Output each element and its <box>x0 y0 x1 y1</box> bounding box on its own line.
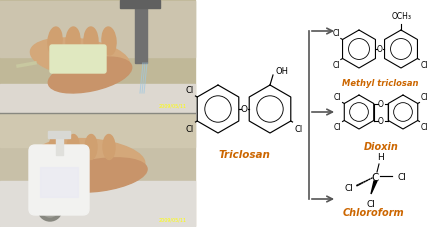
Text: Cl: Cl <box>421 123 428 132</box>
Bar <box>56 135 63 155</box>
Ellipse shape <box>53 158 147 192</box>
Bar <box>0 114 195 226</box>
Ellipse shape <box>66 28 80 56</box>
Ellipse shape <box>48 28 62 56</box>
Text: Cl: Cl <box>397 172 406 181</box>
Bar <box>40 167 78 197</box>
Text: Cl: Cl <box>332 61 340 70</box>
Text: Dioxin: Dioxin <box>364 141 398 151</box>
Text: Cl: Cl <box>344 184 353 193</box>
Bar <box>0 1 195 113</box>
Polygon shape <box>371 181 377 194</box>
Bar <box>48 131 70 138</box>
Bar <box>120 1 160 9</box>
Text: O: O <box>240 105 247 114</box>
Text: Cl: Cl <box>334 123 342 132</box>
FancyBboxPatch shape <box>29 145 89 215</box>
Text: Cl: Cl <box>185 124 194 133</box>
Ellipse shape <box>67 135 79 160</box>
Bar <box>0 2 195 58</box>
Text: Triclosan: Triclosan <box>218 149 270 159</box>
Bar <box>135 4 147 64</box>
Text: Cl: Cl <box>332 29 340 38</box>
Text: Cl: Cl <box>295 124 303 133</box>
Text: Cl: Cl <box>421 93 428 102</box>
Text: Cl: Cl <box>420 61 428 70</box>
Text: OCH₃: OCH₃ <box>392 12 412 21</box>
Ellipse shape <box>49 135 61 160</box>
Bar <box>0 114 195 147</box>
Ellipse shape <box>35 139 145 180</box>
Text: Methyl triclosan: Methyl triclosan <box>342 79 418 88</box>
Text: O: O <box>377 45 383 54</box>
Text: Cl: Cl <box>334 93 342 102</box>
Circle shape <box>38 197 62 221</box>
Ellipse shape <box>103 135 115 160</box>
Ellipse shape <box>84 28 98 56</box>
Text: Cl: Cl <box>185 86 194 95</box>
Ellipse shape <box>102 28 116 56</box>
Ellipse shape <box>30 39 129 79</box>
Ellipse shape <box>85 135 97 160</box>
Text: 2009/05/11: 2009/05/11 <box>159 104 187 109</box>
Text: OH: OH <box>275 67 288 76</box>
Bar <box>0 85 195 113</box>
Bar <box>0 181 195 226</box>
Text: Chloroform: Chloroform <box>342 207 404 217</box>
Text: O: O <box>378 100 384 109</box>
Text: C: C <box>371 172 379 182</box>
Text: Cl: Cl <box>367 199 376 208</box>
Text: O: O <box>378 116 384 126</box>
Ellipse shape <box>49 58 132 94</box>
Circle shape <box>42 201 58 217</box>
Text: 2009/05/11: 2009/05/11 <box>159 217 187 222</box>
Text: H: H <box>376 152 384 161</box>
FancyBboxPatch shape <box>50 46 106 74</box>
